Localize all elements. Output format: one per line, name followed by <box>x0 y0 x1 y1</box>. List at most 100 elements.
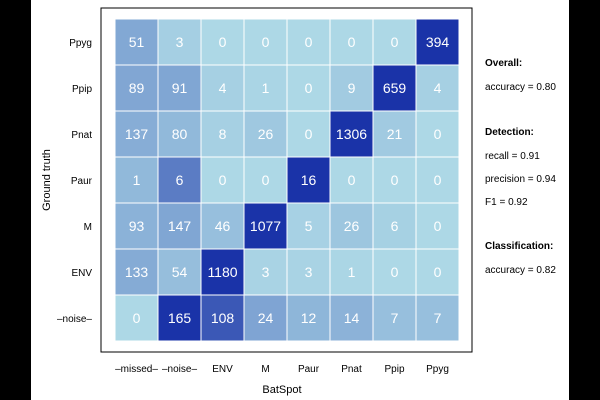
heatmap-cell <box>415 294 460 342</box>
heatmap-cell <box>243 248 288 296</box>
heatmap-cell-value: 0 <box>219 172 227 188</box>
heatmap-cell <box>286 64 331 112</box>
heatmap-cell-value: 0 <box>219 34 227 50</box>
overall-heading: Overall: <box>485 58 523 69</box>
heatmap-cell <box>415 248 460 296</box>
heatmap-cell <box>372 202 417 250</box>
heatmap-cell-value: 7 <box>434 310 442 326</box>
heatmap-cell-value: 26 <box>344 218 360 234</box>
heatmap-cell-value: 0 <box>133 310 141 326</box>
heatmap-cell <box>286 156 331 204</box>
heatmap-cell-value: 6 <box>176 172 184 188</box>
y-tick-labels: Ppyg Ppip Pnat Paur M ENV –noise– <box>57 38 93 325</box>
heatmap-cell-value: 1 <box>348 264 356 280</box>
classification-accuracy: accuracy = 0.82 <box>485 265 556 276</box>
heatmap-cell-value: 51 <box>129 34 145 50</box>
heatmap-cell <box>157 18 202 66</box>
heatmap-cell-value: 0 <box>434 264 442 280</box>
heatmap-cells <box>114 18 460 342</box>
detection-recall: recall = 0.91 <box>485 151 540 162</box>
heatmap-cell <box>329 202 374 250</box>
detection-heading: Detection: <box>485 127 534 138</box>
heatmap-cell <box>157 110 202 158</box>
heatmap-cell <box>415 156 460 204</box>
heatmap-cell <box>200 248 245 296</box>
heatmap-cell-value: 91 <box>172 80 188 96</box>
x-tick-label: Paur <box>298 364 320 375</box>
x-tick-label: Pnat <box>341 364 362 375</box>
heatmap-cell-value: 0 <box>391 34 399 50</box>
x-tick-label: Ppip <box>384 364 404 375</box>
plot-frame <box>100 7 473 353</box>
heatmap-cell <box>286 110 331 158</box>
classification-heading: Classification: <box>485 241 554 252</box>
y-axis-label: Ground truth <box>41 149 53 211</box>
heatmap-cell-value: 147 <box>168 218 192 234</box>
heatmap-cell-value: 80 <box>172 126 188 142</box>
metrics-panel: Overall: accuracy = 0.80 Detection: reca… <box>485 0 595 400</box>
y-tick-label: Pnat <box>71 130 92 141</box>
heatmap-cell-value: 0 <box>305 80 313 96</box>
heatmap-cell-value: 46 <box>215 218 231 234</box>
heatmap-cell-value: 133 <box>125 264 149 280</box>
heatmap-cell <box>329 64 374 112</box>
heatmap-cell-value: 0 <box>434 218 442 234</box>
heatmap-cell <box>286 294 331 342</box>
heatmap-cell-value: 0 <box>348 34 356 50</box>
heatmap-cell-value: 7 <box>391 310 399 326</box>
heatmap-cell-value: 8 <box>219 126 227 142</box>
heatmap-cell-value: 4 <box>219 80 227 96</box>
x-tick-label: –missed– <box>115 364 158 375</box>
heatmap-cell <box>372 294 417 342</box>
detection-precision: precision = 0.94 <box>485 174 556 185</box>
x-tick-label: –noise– <box>162 364 197 375</box>
heatmap-cell <box>243 294 288 342</box>
x-tick-label: Ppyg <box>426 364 449 375</box>
heatmap-cell-value: 3 <box>262 264 270 280</box>
heatmap-cell <box>200 294 245 342</box>
detection-f1: F1 = 0.92 <box>485 197 528 208</box>
heatmap-cell-value: 659 <box>383 80 407 96</box>
heatmap-cell-value: 6 <box>391 218 399 234</box>
heatmap-cell <box>329 248 374 296</box>
heatmap-cell <box>372 64 417 112</box>
x-axis-label: BatSpot <box>262 384 301 396</box>
heatmap-cell-value: 24 <box>258 310 274 326</box>
heatmap-cell-value: 1306 <box>336 126 367 142</box>
heatmap-cell <box>329 156 374 204</box>
y-tick-label: M <box>84 222 92 233</box>
heatmap-cell-value: 21 <box>387 126 403 142</box>
heatmap-cell-value: 12 <box>301 310 317 326</box>
x-tick-labels: –missed– –noise– ENV M Paur Pnat Ppip Ppyg <box>115 364 449 375</box>
heatmap-cell <box>114 18 159 66</box>
heatmap-cell <box>372 110 417 158</box>
heatmap-cell-value: 5 <box>305 218 313 234</box>
heatmap-cell <box>415 110 460 158</box>
heatmap-cell-value: 394 <box>426 34 450 50</box>
heatmap-cell-value: 89 <box>129 80 145 96</box>
heatmap-cell-value: 0 <box>434 126 442 142</box>
y-tick-label: ENV <box>71 268 92 279</box>
heatmap-cell-value: 54 <box>172 264 188 280</box>
heatmap-cell-value: 93 <box>129 218 145 234</box>
heatmap-cell-value: 9 <box>348 80 356 96</box>
heatmap-cell <box>243 64 288 112</box>
heatmap-cell-value: 0 <box>391 264 399 280</box>
heatmap-cell-value: 0 <box>305 34 313 50</box>
heatmap-cell-value: 16 <box>301 172 317 188</box>
heatmap-cell-value: 4 <box>434 80 442 96</box>
heatmap-cell-value: 0 <box>262 172 270 188</box>
y-tick-label: Ppyg <box>69 38 92 49</box>
heatmap-cell-value: 137 <box>125 126 149 142</box>
overall-accuracy: accuracy = 0.80 <box>485 82 556 93</box>
heatmap-cell-value: 1 <box>133 172 141 188</box>
heatmap-cell <box>286 248 331 296</box>
heatmap-cell-value: 3 <box>305 264 313 280</box>
heatmap-cell <box>415 18 460 66</box>
heatmap-cell <box>114 248 159 296</box>
heatmap-cell <box>157 156 202 204</box>
heatmap-cell-value: 0 <box>434 172 442 188</box>
